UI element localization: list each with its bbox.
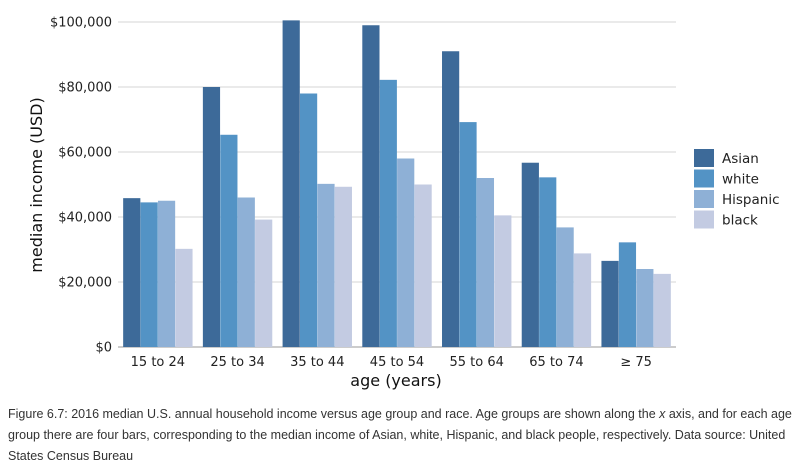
legend: Asian white Hispanic black [694, 149, 780, 229]
bar-hispanic [556, 227, 574, 347]
bar-white [220, 134, 238, 347]
bar-asian [123, 198, 141, 347]
gridlines [118, 21, 676, 348]
bar-black [653, 273, 671, 347]
bar-black [414, 184, 432, 347]
bar-hispanic [476, 178, 495, 347]
figure-caption: Figure 6.7: 2016 median U.S. annual hous… [8, 404, 804, 467]
bar-asian [282, 20, 300, 347]
bar-asian [442, 51, 460, 347]
legend-swatch-hispanic [694, 190, 714, 208]
grouped-bar-chart: $0 $20,000 $40,000 $60,000 $80,000 $100,000 1… [27, 16, 780, 391]
bars [123, 20, 671, 347]
legend-swatch-white [694, 169, 714, 188]
y-tick-label: $40,000 [58, 211, 112, 226]
x-tick-label: 55 to 64 [450, 355, 504, 370]
bar-asian [521, 162, 539, 347]
x-tick-label: 45 to 54 [370, 355, 424, 370]
y-axis-title: median income (USD) [27, 97, 46, 272]
bar-white [459, 122, 477, 347]
bar-black [334, 186, 352, 347]
legend-swatch-black [694, 210, 714, 229]
x-axis-title: age (years) [350, 371, 441, 390]
y-tick-label: $80,000 [58, 81, 112, 96]
caption-suffix: axis, and for each age group there are f… [8, 407, 792, 463]
caption-prefix: Figure 6.7: 2016 median U.S. annual hous… [8, 407, 660, 421]
bar-asian [601, 260, 619, 347]
bar-hispanic [397, 158, 415, 347]
y-tick-label: $0 [95, 341, 112, 356]
bar-black [573, 253, 592, 347]
y-tick-label: $20,000 [58, 276, 112, 291]
x-tick-label: ≥ 75 [620, 355, 652, 370]
legend-swatch-asian [694, 149, 714, 167]
bar-black [255, 219, 273, 347]
bar-white [299, 93, 318, 347]
bar-white [618, 242, 637, 347]
y-tick-label: $100,000 [50, 16, 112, 31]
x-axis-ticks: 15 to 24 25 to 34 35 to 44 45 to 54 55 to 64… [131, 355, 652, 370]
bar-white [379, 79, 397, 347]
y-axis-ticks: $0 $20,000 $40,000 $60,000 $80,000 $100,000 [50, 16, 112, 356]
bar-hispanic [237, 197, 255, 347]
x-tick-label: 15 to 24 [131, 355, 185, 370]
x-tick-label: 65 to 74 [529, 355, 583, 370]
caption-axis-var: x [659, 407, 666, 421]
legend-label: black [722, 213, 758, 229]
bar-hispanic [317, 183, 335, 347]
bar-hispanic [157, 200, 176, 347]
bar-asian [362, 25, 380, 347]
x-tick-label: 35 to 44 [290, 355, 344, 370]
bar-hispanic [636, 269, 654, 347]
y-tick-label: $60,000 [58, 146, 112, 161]
bar-black [494, 215, 512, 347]
x-tick-label: 25 to 34 [210, 355, 264, 370]
legend-label: Hispanic [722, 192, 780, 208]
legend-label: white [722, 172, 759, 188]
bar-asian [202, 87, 221, 347]
bar-white [539, 177, 557, 347]
bar-black [175, 248, 193, 347]
legend-label: Asian [722, 151, 759, 167]
bar-white [140, 202, 158, 347]
